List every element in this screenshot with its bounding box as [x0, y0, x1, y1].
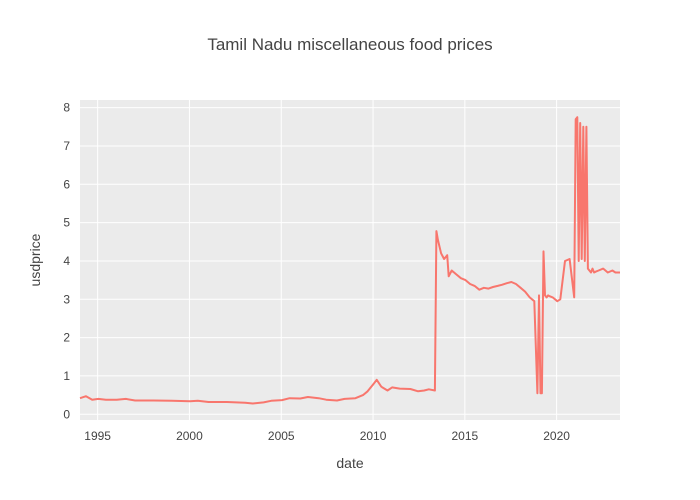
- y-tick-label: 4: [63, 254, 70, 268]
- y-tick-label: 8: [63, 101, 70, 115]
- x-tick-label: 1995: [84, 429, 111, 443]
- y-tick-label: 1: [63, 369, 70, 383]
- grid: [80, 100, 620, 420]
- axis-ticks: 0 1 2 3 4 5 6 7 8 1995 2000 2005 2010 2015 2020: [63, 101, 570, 443]
- x-tick-label: 2015: [451, 429, 478, 443]
- x-tick-label: 2005: [268, 429, 295, 443]
- y-tick-label: 6: [63, 177, 70, 191]
- x-tick-label: 2020: [543, 429, 570, 443]
- y-tick-label: 0: [63, 407, 70, 421]
- plot-area: [80, 100, 620, 420]
- x-axis-title: date: [336, 455, 363, 471]
- y-tick-label: 7: [63, 139, 70, 153]
- x-tick-label: 2010: [360, 429, 387, 443]
- x-tick-label: 2000: [176, 429, 203, 443]
- y-axis-title: usdprice: [27, 233, 43, 286]
- y-tick-label: 2: [63, 331, 70, 345]
- y-tick-label: 5: [63, 216, 70, 230]
- chart-title: Tamil Nadu miscellaneous food prices: [207, 35, 492, 54]
- y-tick-label: 3: [63, 292, 70, 306]
- series-line: [79, 116, 620, 405]
